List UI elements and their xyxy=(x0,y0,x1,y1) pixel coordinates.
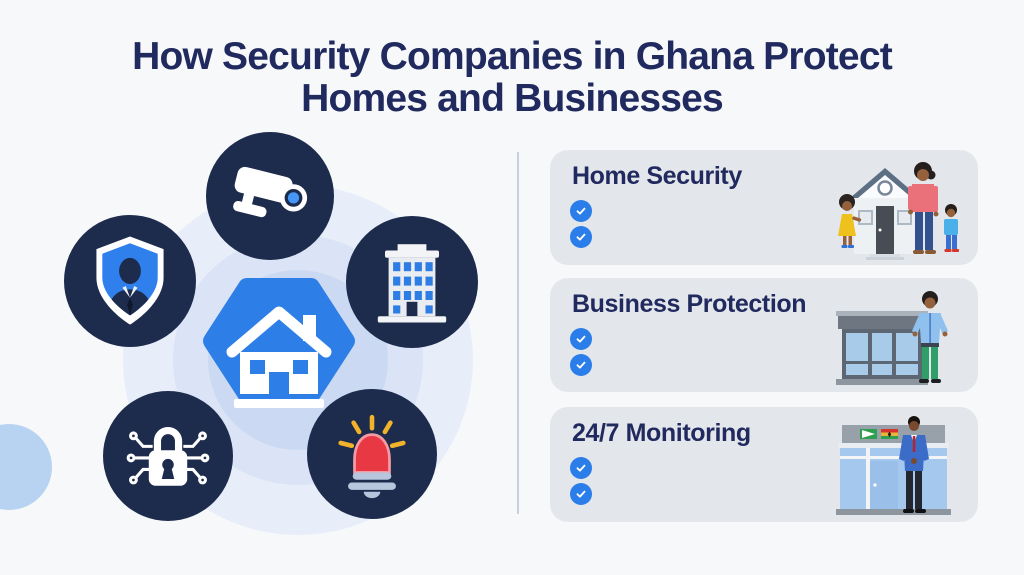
check-icon xyxy=(576,207,586,215)
decorative-circle xyxy=(0,424,52,510)
guard-shield-icon xyxy=(96,236,164,325)
cctv-camera-icon xyxy=(233,166,308,218)
page-title-line2: Homes and Businesses xyxy=(301,77,724,121)
agent-at-monitoring-office-illustration xyxy=(836,416,951,515)
vertical-divider xyxy=(517,152,519,514)
diagram-node-lock xyxy=(103,391,233,521)
check-badge xyxy=(570,226,592,248)
diagram-node-guard xyxy=(64,215,196,347)
card-title: 24/7 Monitoring xyxy=(572,419,751,447)
diagram-center-node xyxy=(200,270,358,417)
check-icon xyxy=(576,335,586,343)
guard-by-storefront-illustration xyxy=(836,291,948,385)
diagram-node-building xyxy=(346,216,478,348)
checklist xyxy=(570,200,592,248)
check-icon xyxy=(576,233,586,241)
check-badge xyxy=(570,328,592,350)
alarm-siren-icon xyxy=(338,414,406,499)
check-icon xyxy=(576,361,586,369)
card-title: Home Security xyxy=(572,162,742,190)
check-badge xyxy=(570,354,592,376)
diagram-node-cctv xyxy=(206,132,334,260)
page-title: How Security Companies in Ghana Protect … xyxy=(0,35,1024,121)
checklist xyxy=(570,328,592,376)
check-badge xyxy=(570,483,592,505)
office-building-icon xyxy=(377,244,447,323)
check-badge xyxy=(570,457,592,479)
check-icon xyxy=(576,464,586,472)
card-monitoring: 24/7 Monitoring xyxy=(550,407,978,522)
card-business-protection: Business Protection xyxy=(550,278,978,392)
card-home-security: Home Security xyxy=(550,150,978,265)
family-in-front-of-home-illustration xyxy=(838,162,959,260)
padlock-circuit-icon xyxy=(126,427,210,486)
house-icon xyxy=(203,278,355,408)
page-title-line1: How Security Companies in Ghana Protect xyxy=(132,35,893,78)
checklist xyxy=(570,457,592,505)
card-title: Business Protection xyxy=(572,290,807,318)
diagram-node-alarm xyxy=(307,389,437,519)
check-icon xyxy=(576,490,586,498)
check-badge xyxy=(570,200,592,222)
